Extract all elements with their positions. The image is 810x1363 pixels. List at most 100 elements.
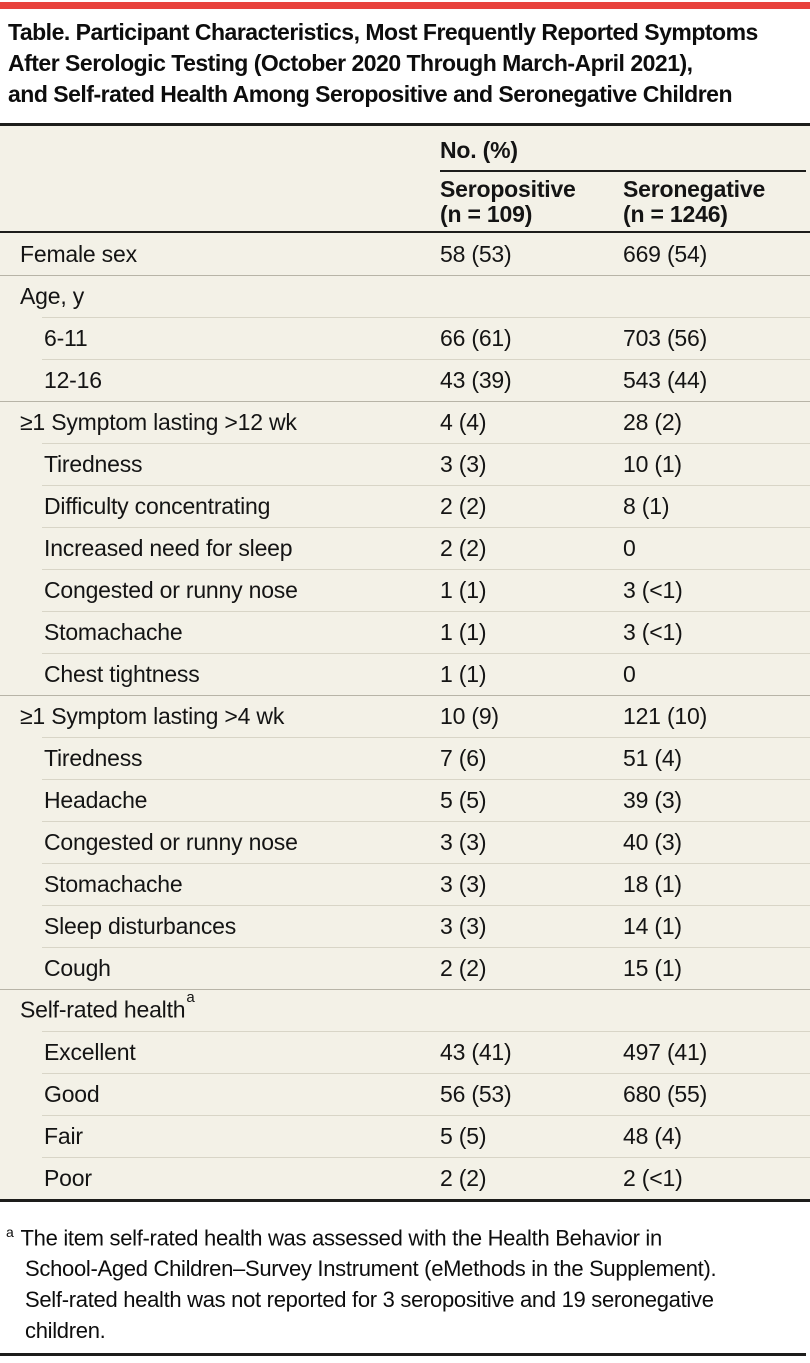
table-row: Congested or runny nose 3 (3) 40 (3)	[0, 821, 810, 863]
table-row: 12-16 43 (39) 543 (44)	[0, 359, 810, 401]
row-label: Fair	[44, 1122, 83, 1149]
seropositive-value: 2 (2)	[440, 1164, 487, 1191]
footnote-line: a The item self-rated health was assessed…	[6, 1217, 802, 1253]
seropositive-value: 5 (5)	[440, 786, 487, 813]
table-row: Good 56 (53) 680 (55)	[0, 1073, 810, 1115]
table-row: Increased need for sleep 2 (2) 0	[0, 527, 810, 569]
row-label: Self-rated healtha	[20, 989, 195, 1023]
seronegative-value: 15 (1)	[623, 954, 682, 981]
seronegative-value: 28 (2)	[623, 408, 682, 435]
column-sublabel: (n = 1246)	[623, 201, 728, 227]
row-label: Excellent	[44, 1038, 136, 1065]
seropositive-value: 56 (53)	[440, 1080, 512, 1107]
seronegative-value: 669 (54)	[623, 240, 708, 267]
seropositive-value: 43 (41)	[440, 1038, 512, 1065]
seropositive-value: 3 (3)	[440, 870, 487, 897]
seronegative-value: 121 (10)	[623, 702, 708, 729]
column-group-header: No. (%)	[440, 137, 518, 163]
table-header: No. (%) Seropositive (n = 109) Seronegat…	[0, 126, 810, 233]
seropositive-value: 5 (5)	[440, 1122, 487, 1149]
seropositive-value: 2 (2)	[440, 534, 487, 561]
data-table: No. (%) Seropositive (n = 109) Seronegat…	[0, 123, 810, 1202]
accent-bar	[0, 2, 810, 9]
table-row: Stomachache 3 (3) 18 (1)	[0, 863, 810, 905]
footnote-line: School-Aged Children–Survey Instrument (…	[25, 1256, 717, 1282]
seropositive-value: 66 (61)	[440, 324, 512, 351]
table-row: Self-rated healtha	[0, 989, 810, 1031]
footnote-line: children.	[25, 1318, 106, 1344]
bottom-rule	[0, 1353, 806, 1356]
row-label: Poor	[44, 1164, 92, 1191]
seronegative-value: 18 (1)	[623, 870, 682, 897]
table-row: Stomachache 1 (1) 3 (<1)	[0, 611, 810, 653]
table-title: Table. Participant Characteristics, Most…	[0, 0, 810, 110]
row-label: 6-11	[44, 324, 88, 351]
row-label: 12-16	[44, 366, 102, 393]
seronegative-value: 0	[623, 534, 636, 561]
row-label: Congested or runny nose	[44, 576, 298, 603]
seronegative-value: 543 (44)	[623, 366, 708, 393]
seronegative-value: 40 (3)	[623, 828, 682, 855]
footnote-line: Self-rated health was not reported for 3…	[25, 1287, 714, 1313]
seropositive-value: 3 (3)	[440, 450, 487, 477]
seronegative-value: 497 (41)	[623, 1038, 708, 1065]
seropositive-value: 7 (6)	[440, 744, 487, 771]
row-label: Good	[44, 1080, 100, 1107]
row-label: Sleep disturbances	[44, 912, 237, 939]
column-header-seropositive: Seropositive (n = 109)	[440, 177, 576, 227]
seronegative-value: 2 (<1)	[623, 1164, 683, 1191]
seronegative-value: 680 (55)	[623, 1080, 708, 1107]
table-row: 6-11 66 (61) 703 (56)	[0, 317, 810, 359]
seropositive-value: 43 (39)	[440, 366, 512, 393]
row-label: Chest tightness	[44, 660, 200, 687]
seronegative-value: 51 (4)	[623, 744, 682, 771]
row-label: Tiredness	[44, 450, 143, 477]
row-label: ≥1 Symptom lasting >12 wk	[20, 408, 297, 435]
row-label: Age, y	[20, 282, 85, 309]
table-row: Headache 5 (5) 39 (3)	[0, 779, 810, 821]
table-row: ≥1 Symptom lasting >4 wk 10 (9) 121 (10)	[0, 695, 810, 737]
table-row: Fair 5 (5) 48 (4)	[0, 1115, 810, 1157]
seronegative-value: 703 (56)	[623, 324, 708, 351]
seropositive-value: 3 (3)	[440, 828, 487, 855]
row-label: Stomachache	[44, 618, 183, 645]
seronegative-value: 0	[623, 660, 636, 687]
column-header-seronegative: Seronegative (n = 1246)	[623, 177, 765, 227]
table-row: Cough 2 (2) 15 (1)	[0, 947, 810, 989]
table-row: Difficulty concentrating 2 (2) 8 (1)	[0, 485, 810, 527]
title-line: Table. Participant Characteristics, Most…	[8, 19, 758, 45]
row-label: Difficulty concentrating	[44, 492, 271, 519]
seropositive-value: 58 (53)	[440, 240, 512, 267]
title-line: and Self-rated Health Among Seropositive…	[8, 81, 733, 107]
table-row: Excellent 43 (41) 497 (41)	[0, 1031, 810, 1073]
seropositive-value: 1 (1)	[440, 660, 487, 687]
row-label: Cough	[44, 954, 111, 981]
seronegative-value: 14 (1)	[623, 912, 682, 939]
table-row: Chest tightness 1 (1) 0	[0, 653, 810, 695]
seropositive-value: 2 (2)	[440, 954, 487, 981]
table-row: Tiredness 3 (3) 10 (1)	[0, 443, 810, 485]
table-row: Tiredness 7 (6) 51 (4)	[0, 737, 810, 779]
row-label: Increased need for sleep	[44, 534, 293, 561]
seropositive-value: 3 (3)	[440, 912, 487, 939]
footnote-text: The item self-rated health was assessed …	[20, 1225, 663, 1251]
seropositive-value: 10 (9)	[440, 702, 499, 729]
row-label: Headache	[44, 786, 148, 813]
table-row: ≥1 Symptom lasting >12 wk 4 (4) 28 (2)	[0, 401, 810, 443]
seropositive-value: 1 (1)	[440, 618, 487, 645]
seropositive-value: 4 (4)	[440, 408, 487, 435]
table-body: Female sex 58 (53) 669 (54) Age, y 6-11 …	[0, 233, 810, 1202]
table-row: Age, y	[0, 275, 810, 317]
seronegative-value: 3 (<1)	[623, 576, 683, 603]
seronegative-value: 3 (<1)	[623, 618, 683, 645]
table-row: Female sex 58 (53) 669 (54)	[0, 233, 810, 275]
column-sublabel: (n = 109)	[440, 201, 533, 227]
table-row: Poor 2 (2) 2 (<1)	[0, 1157, 810, 1199]
row-label: Tiredness	[44, 744, 143, 771]
table-row: Congested or runny nose 1 (1) 3 (<1)	[0, 569, 810, 611]
column-label: Seropositive	[440, 176, 576, 202]
row-label: Stomachache	[44, 870, 183, 897]
seronegative-value: 8 (1)	[623, 492, 670, 519]
seronegative-value: 39 (3)	[623, 786, 682, 813]
